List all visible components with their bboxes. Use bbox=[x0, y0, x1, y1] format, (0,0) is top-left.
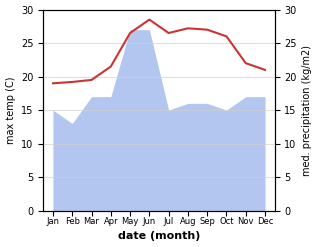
X-axis label: date (month): date (month) bbox=[118, 231, 200, 242]
Y-axis label: med. precipitation (kg/m2): med. precipitation (kg/m2) bbox=[302, 45, 313, 176]
Y-axis label: max temp (C): max temp (C) bbox=[5, 76, 16, 144]
